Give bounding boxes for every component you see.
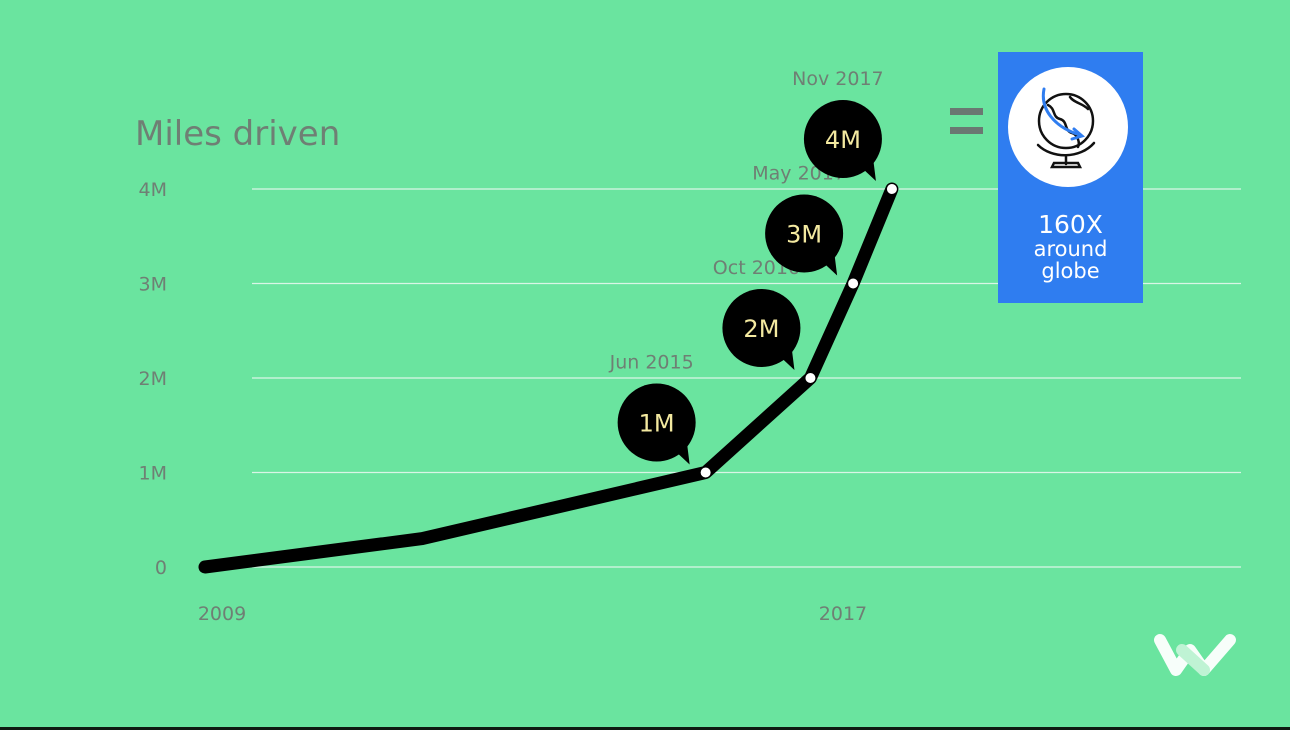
- bubble-value: 4M: [825, 126, 861, 154]
- milestone-dot: [700, 467, 711, 478]
- y-tick-label: 1M: [139, 463, 167, 485]
- x-tick-label: 2009: [198, 603, 246, 625]
- y-tick-label: 0: [155, 557, 167, 579]
- comparison-line-2: around: [1033, 237, 1108, 261]
- speech-bubble: [803, 100, 882, 178]
- milestone-date: Jun 2015: [609, 352, 694, 374]
- gridlines: [252, 188, 1241, 568]
- speech-bubble: [617, 383, 696, 462]
- milestone-1M: 1M Jun 2015: [609, 352, 711, 478]
- comparison-panel: 160X around globe: [998, 52, 1143, 303]
- comparison-line-3: globe: [1041, 259, 1100, 283]
- milestone-dot: [805, 373, 816, 383]
- miles-line: [198, 182, 899, 574]
- milestone-dot: [886, 184, 897, 194]
- comparison-multiplier: 160X: [1038, 210, 1103, 239]
- speech-bubble: [722, 289, 801, 367]
- milestone-4M: 4M Nov 2017: [792, 68, 897, 194]
- bottom-bar: [0, 727, 1290, 730]
- bubble-value: 3M: [786, 221, 822, 249]
- bubble-value: 2M: [743, 315, 779, 343]
- globe-icon: [1036, 87, 1096, 169]
- y-tick-label: 2M: [139, 368, 167, 390]
- bubble-value: 1M: [639, 410, 675, 438]
- milestone-dot: [848, 278, 859, 289]
- x-tick-label: 2017: [819, 603, 867, 625]
- globe-badge: [1008, 67, 1128, 187]
- equals-icon: [950, 108, 983, 136]
- series-layer: [198, 182, 899, 574]
- milestone-date: Nov 2017: [792, 68, 883, 90]
- y-tick-label: 3M: [139, 274, 167, 296]
- speech-bubble: [765, 194, 844, 273]
- brand-logo-icon: [1154, 634, 1236, 676]
- x-axis-ticks: 2009 2017: [198, 603, 867, 625]
- chart-title: Miles driven: [135, 114, 340, 154]
- y-tick-label: 4M: [139, 179, 167, 201]
- y-axis-ticks: 0 1M 2M 3M 4M: [139, 179, 167, 579]
